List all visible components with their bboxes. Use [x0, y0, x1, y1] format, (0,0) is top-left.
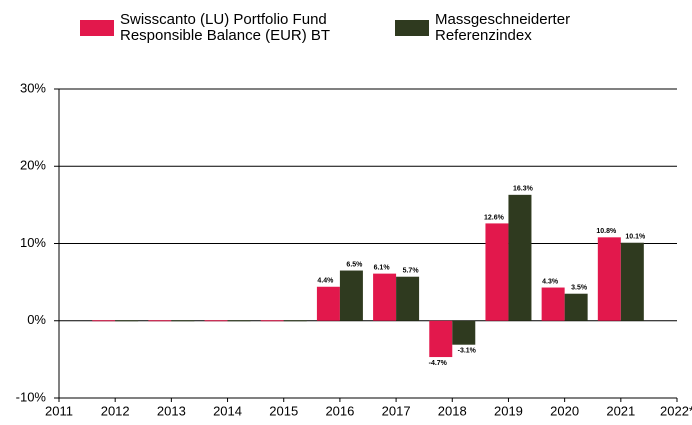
- x-tick-label: 2014: [213, 403, 242, 418]
- x-tick-label: 2015: [269, 403, 298, 418]
- bar: [204, 320, 228, 322]
- x-tick-label: 2017: [382, 403, 411, 418]
- x-tick-label: 2013: [157, 403, 186, 418]
- value-label: 5.7%: [403, 268, 420, 275]
- x-tick-label: 2011: [45, 403, 73, 418]
- x-tick-label: 2012: [101, 403, 130, 418]
- y-tick-label: 0%: [27, 312, 46, 327]
- legend-label: Massgeschneiderter Referenzindex: [435, 11, 571, 44]
- bar: [316, 286, 340, 321]
- bar: [373, 273, 397, 321]
- legend-swatch: [395, 20, 429, 36]
- bar: [171, 320, 195, 322]
- x-tick-label: 2019: [494, 403, 523, 418]
- bar: [260, 320, 284, 322]
- y-tick-label: 10%: [20, 235, 46, 250]
- bar: [92, 320, 116, 322]
- legend-item: Swisscanto (LU) Portfolio Fund Responsib…: [80, 12, 365, 44]
- legend-label: Swisscanto (LU) Portfolio Fund Responsib…: [120, 11, 331, 44]
- value-label: -4.7%: [429, 360, 448, 367]
- x-tick-label: 2022*: [660, 403, 692, 418]
- bar: [597, 237, 621, 321]
- value-label: 6.5%: [346, 261, 363, 268]
- x-tick-label: 2021: [606, 403, 635, 418]
- x-tick-label: 2018: [438, 403, 467, 418]
- legend-swatch: [80, 20, 114, 36]
- bar: [339, 270, 363, 321]
- x-tick-label: 2020: [550, 403, 579, 418]
- bar: [508, 194, 532, 321]
- bar: [485, 223, 509, 321]
- bar: [396, 276, 420, 321]
- value-label: 12.6%: [484, 214, 505, 221]
- value-label: 10.8%: [596, 228, 617, 235]
- bar: [115, 320, 139, 322]
- bar: [429, 320, 453, 358]
- value-label: 16.3%: [513, 186, 534, 193]
- legend: Swisscanto (LU) Portfolio Fund Responsib…: [80, 12, 585, 44]
- value-label: 6.1%: [374, 264, 391, 271]
- y-tick-label: 20%: [20, 158, 46, 173]
- value-label: -3.1%: [458, 348, 477, 355]
- legend-item: Massgeschneiderter Referenzindex: [395, 12, 585, 44]
- value-label: 4.4%: [317, 278, 334, 285]
- bar: [541, 287, 565, 321]
- value-label: 4.3%: [542, 278, 559, 285]
- y-tick-label: 30%: [20, 80, 46, 95]
- y-tick-label: -10%: [16, 389, 47, 404]
- value-label: 3.5%: [571, 285, 588, 292]
- x-tick-label: 2016: [325, 403, 354, 418]
- bar: [620, 242, 644, 321]
- bar: [227, 320, 251, 322]
- value-label: 10.1%: [625, 234, 646, 241]
- bar: [283, 320, 307, 322]
- bar: [564, 293, 588, 321]
- bar: [452, 320, 476, 345]
- bar: [148, 320, 172, 322]
